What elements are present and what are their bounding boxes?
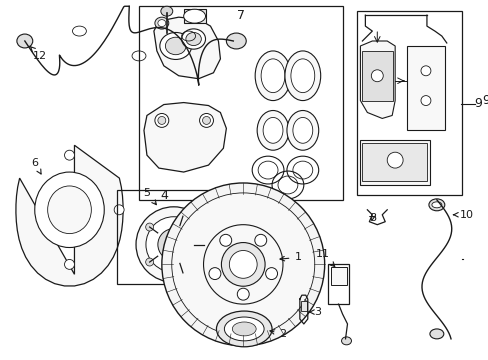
Ellipse shape <box>155 17 168 29</box>
Ellipse shape <box>292 117 312 143</box>
Ellipse shape <box>162 183 324 346</box>
Ellipse shape <box>136 207 211 282</box>
Bar <box>330 267 346 285</box>
Polygon shape <box>154 17 220 79</box>
Ellipse shape <box>182 29 205 49</box>
Ellipse shape <box>221 243 264 286</box>
Text: 2: 2 <box>269 329 286 339</box>
Ellipse shape <box>286 111 318 150</box>
Ellipse shape <box>64 150 74 160</box>
Ellipse shape <box>158 116 165 125</box>
Ellipse shape <box>429 329 443 339</box>
Ellipse shape <box>145 223 153 231</box>
Ellipse shape <box>224 317 264 341</box>
Bar <box>117 190 226 284</box>
Text: 12: 12 <box>30 46 47 61</box>
Ellipse shape <box>420 66 430 76</box>
Ellipse shape <box>17 34 33 48</box>
Ellipse shape <box>114 205 124 215</box>
Text: 9: 9 <box>474 97 482 110</box>
Bar <box>300 301 306 311</box>
Bar <box>362 143 426 181</box>
Text: 11: 11 <box>315 249 334 266</box>
Ellipse shape <box>237 288 249 300</box>
Ellipse shape <box>226 33 246 49</box>
Ellipse shape <box>183 9 205 23</box>
Text: 6: 6 <box>31 158 41 174</box>
Text: 8: 8 <box>368 213 375 223</box>
Text: 7: 7 <box>237 9 245 22</box>
Bar <box>183 9 205 23</box>
Ellipse shape <box>64 260 74 269</box>
Ellipse shape <box>263 117 283 143</box>
Ellipse shape <box>428 199 444 211</box>
Ellipse shape <box>229 251 257 278</box>
Ellipse shape <box>35 172 104 248</box>
Ellipse shape <box>145 217 201 272</box>
Polygon shape <box>360 41 394 118</box>
Ellipse shape <box>199 240 207 248</box>
Bar <box>357 11 461 195</box>
Ellipse shape <box>431 202 441 208</box>
Ellipse shape <box>257 111 288 150</box>
Ellipse shape <box>255 51 290 100</box>
Ellipse shape <box>219 234 231 246</box>
Ellipse shape <box>261 59 285 93</box>
Ellipse shape <box>171 193 314 336</box>
Ellipse shape <box>165 37 185 55</box>
Ellipse shape <box>254 234 266 246</box>
Ellipse shape <box>265 267 277 280</box>
Text: 10: 10 <box>453 210 473 220</box>
Ellipse shape <box>145 258 153 266</box>
Text: 3: 3 <box>308 307 321 317</box>
Ellipse shape <box>161 6 172 16</box>
Text: 9: 9 <box>482 94 488 107</box>
Ellipse shape <box>420 96 430 105</box>
Ellipse shape <box>203 225 283 304</box>
Ellipse shape <box>232 322 256 336</box>
Ellipse shape <box>216 311 271 347</box>
Ellipse shape <box>208 267 221 280</box>
Ellipse shape <box>158 229 189 260</box>
Ellipse shape <box>160 32 191 59</box>
Ellipse shape <box>341 337 351 345</box>
Text: 1: 1 <box>280 252 301 262</box>
Text: 4: 4 <box>160 189 167 202</box>
Bar <box>362 51 392 100</box>
Ellipse shape <box>386 152 402 168</box>
Ellipse shape <box>370 70 383 82</box>
Ellipse shape <box>165 237 182 252</box>
Ellipse shape <box>202 116 210 125</box>
Ellipse shape <box>199 113 213 127</box>
Ellipse shape <box>285 51 320 100</box>
Ellipse shape <box>47 186 91 234</box>
Polygon shape <box>143 103 226 172</box>
Text: 5: 5 <box>143 188 156 205</box>
Polygon shape <box>16 145 123 286</box>
Ellipse shape <box>290 59 314 93</box>
Ellipse shape <box>185 32 201 46</box>
Bar <box>406 46 444 130</box>
Ellipse shape <box>179 269 186 277</box>
Ellipse shape <box>155 113 168 127</box>
Bar <box>139 6 342 200</box>
Ellipse shape <box>158 20 165 27</box>
Bar <box>327 264 349 304</box>
Bar <box>360 140 429 185</box>
Ellipse shape <box>179 212 186 220</box>
